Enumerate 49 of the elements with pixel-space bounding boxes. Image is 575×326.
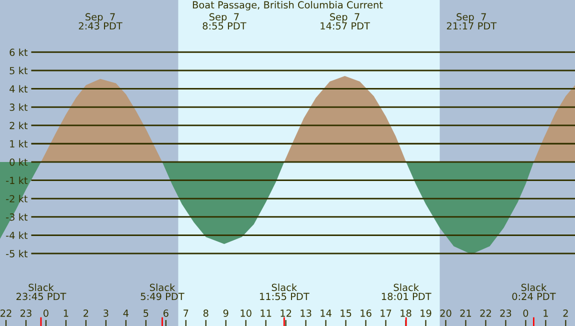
y-tick-label: 2 kt	[10, 122, 28, 130]
x-tick-label: 1	[544, 310, 548, 317]
annotation: Slack 5:49 PDT	[140, 284, 184, 300]
x-tick-label: 3	[104, 310, 108, 317]
x-tick-label: 16	[360, 310, 372, 317]
x-tick-label: 17	[380, 310, 392, 317]
x-tick-label: 23	[500, 310, 512, 317]
x-tick-label: 8	[203, 310, 208, 317]
annotation: Slack 0:24 PDT	[512, 284, 556, 300]
x-tick-label: 20	[440, 310, 452, 317]
y-tick-label: 3 kt	[10, 103, 28, 111]
y-tick-label: 5 kt	[10, 66, 28, 74]
x-tick-label: 10	[240, 310, 252, 317]
x-tick-label: 1	[64, 310, 68, 317]
annotation: Sep 7 14:57 PDT	[320, 13, 370, 30]
chart-title: Boat Passage, British Columbia Current	[192, 1, 383, 10]
x-tick-label: 7	[184, 310, 188, 317]
annotation: Sep 7 21:17 PDT	[446, 13, 497, 30]
x-tick-label: 5	[144, 310, 148, 317]
x-tick-label: 0	[44, 310, 48, 317]
x-tick-label: 0	[523, 310, 528, 317]
y-tick-label: 6 kt	[10, 48, 28, 56]
x-tick-label: 2	[563, 310, 568, 317]
x-tick-label: 6	[163, 310, 168, 317]
x-tick-label: 22	[0, 310, 12, 317]
x-tick-label: 12	[280, 310, 292, 317]
y-tick-label: -5 kt	[6, 250, 28, 258]
annotation: Sep 7 8:55 PDT	[202, 13, 246, 30]
x-tick-label: 11	[260, 310, 272, 317]
x-tick-label: 2	[84, 310, 88, 317]
y-tick-label: 4 kt	[10, 85, 28, 92]
x-tick-label: 4	[123, 310, 128, 317]
annotation: Slack 23:45 PDT	[16, 284, 66, 300]
x-tick-label: 19	[420, 310, 432, 317]
x-tick-label: 15	[340, 310, 352, 317]
x-tick-label: 9	[223, 310, 228, 317]
y-tick-label: -1 kt	[6, 176, 28, 184]
x-tick-label: 14	[320, 310, 332, 317]
annotation: Slack 18:01 PDT	[382, 284, 432, 300]
x-tick-label: 23	[20, 310, 32, 317]
x-tick-label: 13	[300, 310, 312, 317]
x-tick-label: 18	[400, 310, 412, 317]
y-tick-label: -2 kt	[6, 194, 28, 202]
x-tick-label: 21	[460, 310, 472, 317]
annotation: Slack 11:55 PDT	[260, 284, 310, 300]
y-tick-label: 1 kt	[10, 140, 28, 148]
y-tick-label: -4 kt	[6, 232, 28, 239]
x-tick-label: 22	[480, 310, 491, 317]
annotation: Sep 7 2:43 PDT	[78, 13, 122, 30]
